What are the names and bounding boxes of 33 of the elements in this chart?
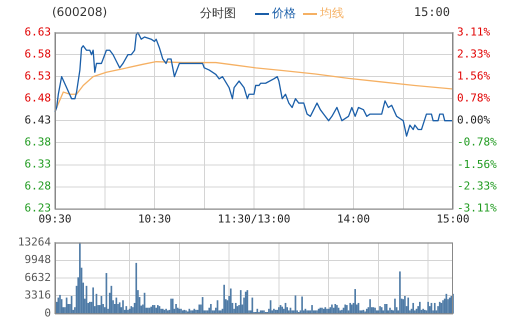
y2-tick-label: 0.78% — [457, 91, 490, 104]
y-tick-label: 6.48 — [24, 92, 51, 105]
y-tick-label: 3316 — [24, 288, 51, 302]
y-tick-label: 6.28 — [24, 180, 51, 193]
x-tick-label: 09:30 — [38, 212, 72, 226]
x-tick-label: 14:00 — [336, 212, 370, 226]
y2-tick-label: -0.78% — [457, 136, 498, 149]
y-tick-label: 9948 — [24, 253, 51, 266]
y-tick-label: 0 — [44, 306, 51, 320]
legend-label: 价格 — [271, 5, 296, 22]
y-tick-label: 6.58 — [24, 47, 51, 60]
legend-label: 均线 — [319, 5, 344, 22]
y2-tick-label: 2.33% — [457, 48, 490, 61]
y2-tick-label: -2.33% — [457, 180, 498, 193]
y2-tick-label: -3.11% — [457, 202, 498, 215]
y2-tick-label: -1.56% — [457, 158, 498, 171]
text: 15:00 — [414, 5, 450, 19]
chart-subtitle: 分时图 — [200, 5, 236, 22]
y-tick-label: 6.33 — [24, 158, 51, 171]
chart-title: (600208) — [52, 5, 108, 19]
y-tick-label: 6.23 — [24, 202, 51, 215]
y-tick-label: 6.38 — [24, 136, 51, 149]
y2-tick-label: 0.00% — [457, 114, 490, 127]
x-tick-label: 11:30/13:00 — [218, 212, 290, 226]
y2-tick-label: 1.56% — [457, 69, 490, 82]
y-tick-label: 6632 — [24, 270, 51, 284]
x-tick-label: 15:00 — [436, 212, 470, 226]
y-tick-label: 6.63 — [24, 25, 51, 38]
y-tick-label: 6.53 — [24, 70, 51, 83]
y2-tick-label: 3.11% — [457, 25, 490, 38]
x-tick-label: 10:30 — [138, 212, 172, 226]
y-tick-label: 13264 — [18, 235, 52, 248]
y-tick-label: 6.43 — [24, 114, 51, 127]
